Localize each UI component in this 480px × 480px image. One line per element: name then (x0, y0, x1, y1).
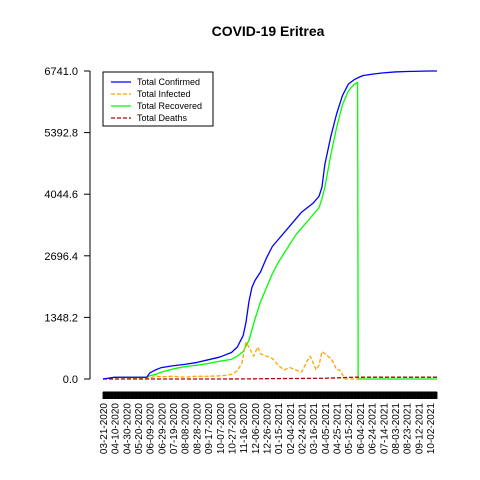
legend-label: Total Recovered (137, 101, 202, 111)
legend-label: Total Deaths (137, 113, 188, 123)
x-tick-label: 06-09-2020 (146, 403, 157, 455)
y-tick-label: 6741.0 (44, 66, 78, 78)
x-tick-label: 12-06-2020 (251, 403, 262, 455)
x-tick-label: 09-17-2020 (204, 403, 215, 455)
x-tick-label: 01-15-2021 (274, 403, 285, 455)
x-tick-label: 03-16-2021 (309, 403, 320, 455)
x-tick-label: 05-15-2021 (344, 403, 355, 455)
y-tick-label: 2696.4 (44, 251, 78, 263)
x-tick-label: 08-23-2021 (403, 403, 414, 455)
legend: Total Confirmed Total Infected Total Recov… (102, 71, 214, 127)
series-line-total-deaths (103, 376, 437, 380)
x-tick-label: 07-14-2021 (379, 403, 390, 455)
x-tick-label: 08-28-2020 (192, 403, 203, 455)
y-tick-label: 0.0 (63, 374, 78, 386)
x-tick-label: 08-03-2021 (391, 403, 402, 455)
x-tick-label: 04-10-2020 (111, 403, 122, 455)
x-tick-label: 06-04-2021 (356, 403, 367, 455)
x-tick-label: 02-24-2021 (298, 403, 309, 455)
legend-box (102, 71, 214, 127)
x-tick-label: 02-04-2021 (286, 403, 297, 455)
y-tick-label: 5392.8 (44, 128, 78, 140)
series-line-total-recovered (102, 81, 437, 380)
series-line-total-infected (102, 341, 437, 380)
x-tick-label: 11-16-2020 (239, 403, 250, 454)
chart-title: COVID-19 Eritrea (212, 23, 325, 39)
x-tick-label: 07-19-2020 (169, 403, 180, 455)
legend-label: Total Confirmed (137, 77, 200, 87)
x-tick-label: 10-27-2020 (227, 403, 238, 455)
x-tick-label: 08-08-2020 (181, 403, 192, 455)
x-tick-label: 12-26-2020 (262, 403, 273, 455)
x-tick-label: 06-24-2021 (368, 403, 379, 455)
legend-label: Total Infected (137, 89, 191, 99)
y-tick-label: 1348.2 (44, 312, 78, 324)
x-tick-label: 04-30-2020 (122, 403, 133, 455)
y-axis: 0.0 1348.2 2696.4 4044.6 5392.8 6741.0 (44, 66, 91, 386)
x-tick-label: 05-20-2020 (134, 403, 145, 455)
x-tick-label: 04-25-2021 (333, 403, 344, 455)
x-tick-label: 09-12-2021 (414, 403, 425, 455)
x-tick-label: 04-05-2021 (321, 403, 332, 455)
x-tick-label: 10-02-2021 (426, 403, 437, 455)
x-tick-label: 03-21-2020 (99, 403, 110, 455)
plot-lines (102, 70, 437, 380)
x-tick-label: 06-29-2020 (157, 403, 168, 455)
y-tick-label: 4044.6 (44, 189, 78, 201)
x-tick-label: 10-07-2020 (216, 403, 227, 455)
series-line-total-confirmed (102, 70, 437, 380)
x-axis: 03-21-2020 04-10-2020 04-30-2020 05-20-2020… (99, 391, 438, 455)
